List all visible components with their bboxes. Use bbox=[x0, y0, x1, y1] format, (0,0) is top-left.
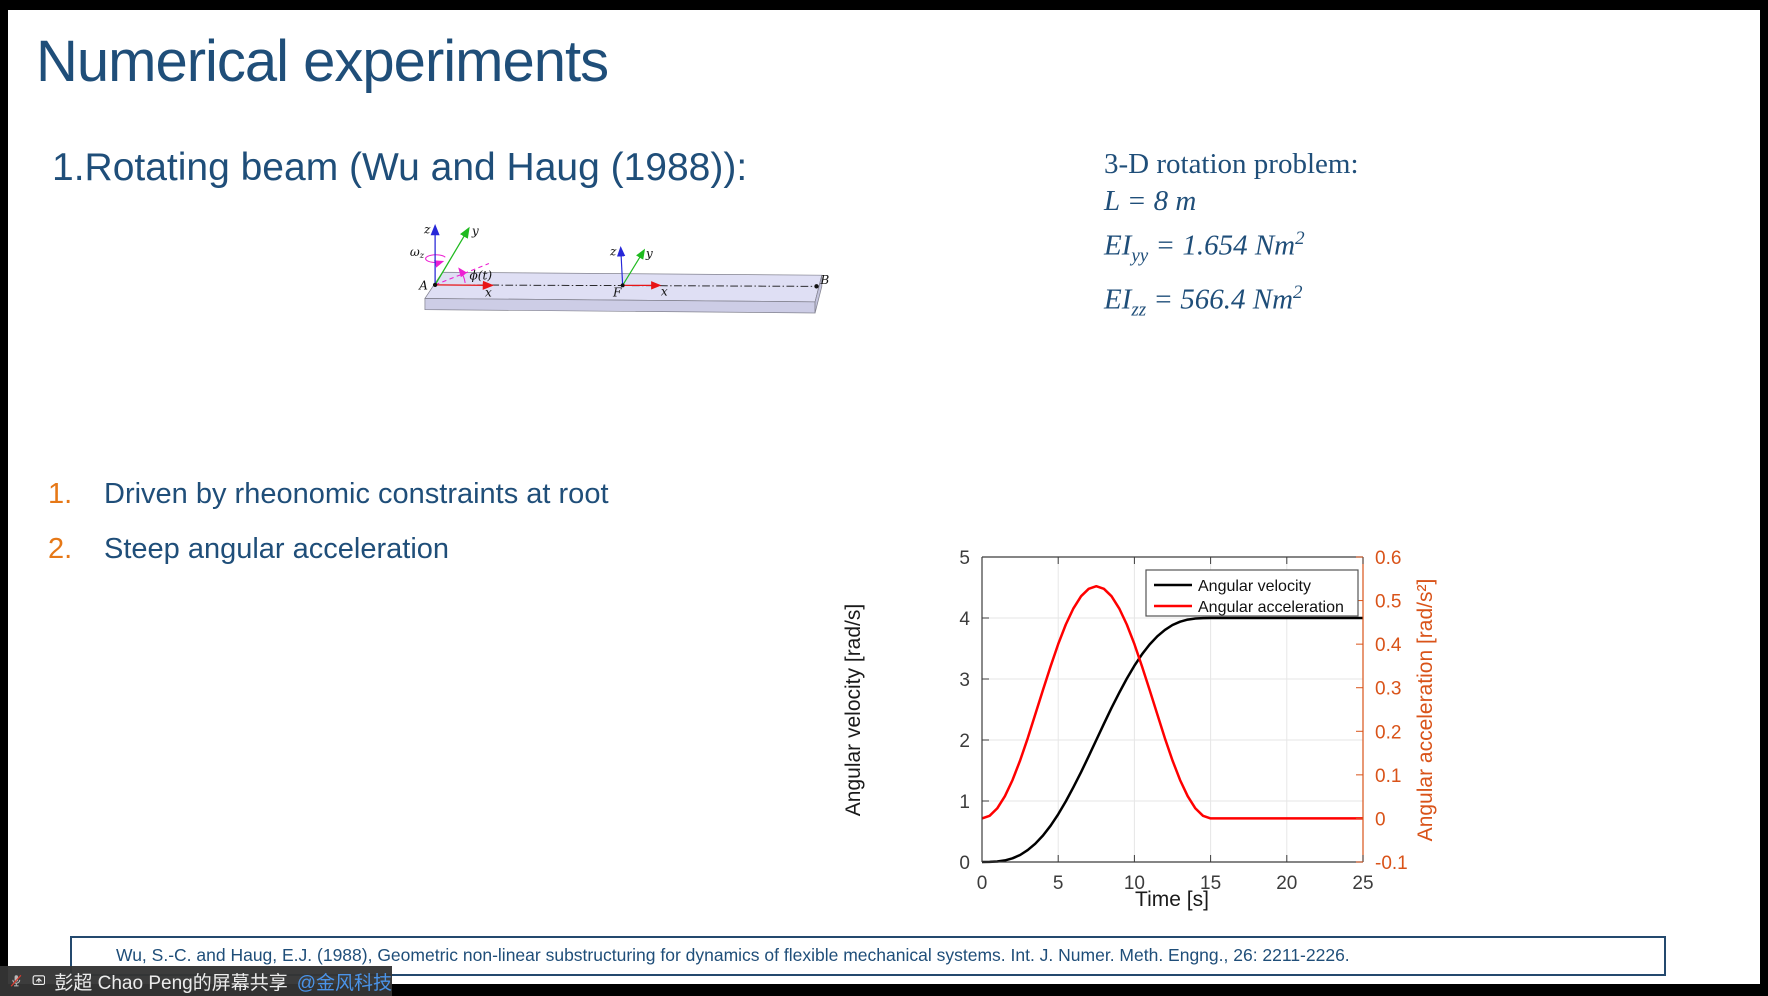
left-y-tick-label: 3 bbox=[959, 670, 970, 691]
phi-angle-arc bbox=[458, 267, 468, 284]
left-y-tick-label: 0 bbox=[959, 853, 970, 874]
right-y-tick-label: 0.5 bbox=[1375, 592, 1401, 613]
legend-label-acceleration: Angular acceleration bbox=[1198, 599, 1344, 616]
legend-label-velocity: Angular velocity bbox=[1198, 578, 1311, 595]
angular-velocity-curve bbox=[981, 616, 1363, 864]
sharer-name: 彭超 Chao Peng的屏幕共享 bbox=[54, 972, 288, 994]
page-title: Numerical experiments bbox=[36, 29, 609, 94]
beam-centerline bbox=[435, 284, 817, 287]
list-text: Driven by rheonomic constraints at root bbox=[104, 478, 609, 510]
legend-box bbox=[1145, 569, 1359, 617]
angular-velocity-acceleration-chart: 0 5 10 15 20 25012345-0.100.10.20.30.40.50.6 … bbox=[842, 548, 1437, 911]
x-tick-label: 0 bbox=[977, 873, 988, 894]
point-b-label: B bbox=[819, 273, 829, 287]
deformed-axis-dashed-line bbox=[434, 263, 490, 286]
param-ei-yy-sup: 2 bbox=[1295, 228, 1305, 249]
root-y-axis-arrow bbox=[434, 226, 470, 286]
x-tick-label: 25 bbox=[1352, 873, 1373, 894]
omega-symbol: ω bbox=[410, 245, 420, 259]
mid-y-axis-arrow bbox=[622, 248, 646, 286]
x-tick-label: 20 bbox=[1276, 873, 1297, 894]
right-y-tick-label: 0.6 bbox=[1375, 548, 1401, 569]
right-y-tick-label: 0.3 bbox=[1375, 679, 1401, 700]
x-tick-label: 15 bbox=[1200, 873, 1221, 894]
left-y-tick-label: 4 bbox=[959, 609, 970, 630]
list-number: 1. bbox=[48, 478, 73, 510]
list-item-2: 2. Steep angular acceleration bbox=[48, 533, 449, 566]
mid-x-label: x bbox=[661, 285, 668, 299]
param-ei-yy-base: EI bbox=[1104, 229, 1132, 262]
x-tick-label: 5 bbox=[1053, 873, 1064, 894]
param-ei-zz-unit: Nm bbox=[1252, 284, 1294, 317]
point-b-dot bbox=[814, 284, 819, 289]
list-text: Steep angular acceleration bbox=[104, 533, 450, 565]
company-mention-link[interactable]: @金风科技 bbox=[296, 972, 392, 994]
right-y-tick-label: 0.4 bbox=[1375, 635, 1402, 656]
share-toast: 彭超 Chao Peng的屏幕共享 @金风科技 bbox=[0, 966, 392, 996]
right-y-tick-label: 0 bbox=[1375, 809, 1386, 830]
omega-z-label: ωz bbox=[410, 245, 425, 260]
x-tick-label: 10 bbox=[1124, 873, 1145, 894]
point-a-label: A bbox=[418, 279, 428, 293]
right-y-tick-label: -0.1 bbox=[1375, 853, 1408, 874]
left-y-tick-label: 2 bbox=[959, 731, 970, 752]
beam-end-face bbox=[814, 275, 823, 314]
param-length: L = 8 m bbox=[1104, 185, 1197, 217]
right-y-tick-label: 0.1 bbox=[1375, 766, 1401, 787]
list-number: 2. bbox=[48, 533, 73, 565]
left-y-tick-label: 1 bbox=[959, 792, 970, 813]
omega-rotation-arrow bbox=[425, 254, 446, 268]
right-y-axis-label: Angular acceleration [rad/s²] bbox=[1414, 579, 1437, 842]
mid-y-label: y bbox=[645, 247, 653, 261]
right-y-tick-label: 0.2 bbox=[1375, 722, 1401, 743]
slide-canvas bbox=[8, 10, 1760, 984]
chart-legend: Angular velocity Angular acceleration bbox=[1145, 569, 1359, 617]
root-z-label: z bbox=[423, 223, 431, 237]
section-heading: 1.Rotating beam (Wu and Haug (1988)): bbox=[52, 146, 748, 189]
left-y-axis-label: Angular velocity [rad/s] bbox=[842, 604, 865, 816]
x-axis-label: Time [s] bbox=[1135, 888, 1209, 911]
root-y-label: y bbox=[471, 224, 479, 238]
param-ei-yy: EIyy = 1.654 Nm2 bbox=[1104, 220, 1524, 274]
param-ei-zz-sup: 2 bbox=[1293, 282, 1303, 304]
omega-subscript: z bbox=[419, 250, 425, 260]
problem-parameters: 3-D rotation problem: L = 8 m EIyy = 1.6… bbox=[1104, 146, 1524, 329]
list-item-1: 1. Driven by rheonomic constraints at roo… bbox=[48, 478, 609, 511]
screen-share-icon bbox=[32, 975, 45, 986]
point-f-label: F bbox=[612, 286, 622, 300]
param-ei-yy-value: = 1.654 bbox=[1148, 229, 1255, 262]
beam-diagram: A B F x y z x y z ωz ϕ(t) bbox=[410, 223, 829, 314]
param-ei-zz-value: = 566.4 bbox=[1146, 284, 1253, 317]
left-y-tick-label: 5 bbox=[959, 548, 970, 569]
phi-angle-label: ϕ(t) bbox=[470, 269, 493, 283]
mid-z-axis-arrow bbox=[616, 245, 626, 286]
point-f-dot bbox=[620, 283, 625, 288]
mid-z-label: z bbox=[609, 244, 617, 258]
microphone-muted-icon bbox=[10, 974, 22, 987]
reference-text: Wu, S.-C. and Haug, E.J. (1988), Geometr… bbox=[116, 945, 1350, 965]
param-ei-yy-unit: Nm bbox=[1254, 229, 1296, 262]
param-ei-yy-sub: yy bbox=[1131, 245, 1149, 267]
root-x-label: x bbox=[485, 286, 492, 300]
param-ei-zz-base: EI bbox=[1104, 284, 1132, 317]
param-ei-zz-sub: zz bbox=[1131, 299, 1147, 321]
param-title: 3-D rotation problem: bbox=[1104, 148, 1359, 180]
param-ei-zz: EIzz = 566.4 Nm2 bbox=[1104, 274, 1524, 328]
point-a-dot bbox=[432, 282, 438, 288]
angular-acceleration-curve bbox=[981, 584, 1363, 820]
